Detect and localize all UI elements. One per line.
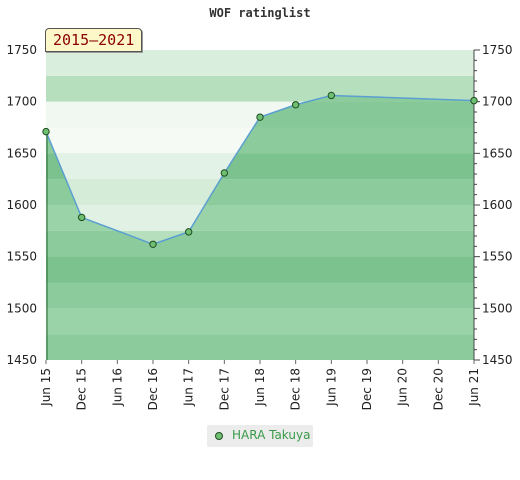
x-tick-label: Jun 20 xyxy=(396,368,410,407)
x-tick-label: Dec 20 xyxy=(431,368,445,410)
x-tick-label: Jun 16 xyxy=(110,368,124,407)
x-tick-label: Dec 15 xyxy=(75,368,89,410)
data-point xyxy=(256,113,264,121)
x-axis: Jun 15 Dec 15 Jun 16 Dec 16 Jun 17 Dec 17 Jun … xyxy=(39,360,481,410)
chart-title: WOF ratinglist xyxy=(209,6,310,20)
area-band xyxy=(46,308,474,335)
y-tick-label-right: 1500 xyxy=(482,301,513,315)
band xyxy=(46,50,474,76)
data-point xyxy=(184,228,193,236)
y-tick-label-right: 1450 xyxy=(482,353,513,367)
y-tick-label-left: 1600 xyxy=(6,198,37,212)
legend-label: HARA Takuya xyxy=(232,428,311,442)
x-tick-label: Jun 15 xyxy=(39,368,53,407)
x-tick-label: Dec 18 xyxy=(289,368,303,410)
y-tick-label-left: 1550 xyxy=(6,250,37,264)
data-point xyxy=(77,213,86,222)
area-band xyxy=(46,282,474,309)
y-tick-label-right: 1600 xyxy=(482,198,513,212)
x-tick-label: Dec 16 xyxy=(146,368,160,410)
data-point xyxy=(470,96,478,105)
x-tick-label: Dec 19 xyxy=(360,368,374,410)
data-point xyxy=(42,127,50,136)
y-axis-left: 1450 1500 1550 1600 1650 1700 1750 xyxy=(6,43,37,367)
y-axis-right: 1450 1500 1550 1600 1650 1700 1750 xyxy=(473,43,513,367)
legend-marker-icon xyxy=(215,432,223,440)
legend[interactable]: HARA Takuya xyxy=(207,425,313,447)
y-tick-label-left: 1700 xyxy=(6,95,37,109)
data-point xyxy=(149,240,157,248)
y-tick-label-left: 1500 xyxy=(6,301,37,315)
area-band xyxy=(46,256,474,283)
area-band xyxy=(46,334,474,360)
y-tick-label-left: 1450 xyxy=(6,353,37,367)
y-tick-label-right: 1650 xyxy=(482,146,513,160)
data-point xyxy=(291,101,300,109)
y-tick-label-left: 1650 xyxy=(6,146,37,160)
y-tick-label-right: 1750 xyxy=(482,43,513,57)
x-tick-label: Dec 17 xyxy=(217,368,231,410)
data-point xyxy=(327,91,336,100)
area-band xyxy=(46,230,474,257)
x-tick-label: Jun 17 xyxy=(182,368,196,407)
series-markers xyxy=(42,91,478,248)
data-point xyxy=(220,169,229,177)
y-tick-label-left: 1750 xyxy=(6,43,37,57)
x-tick-label: Jun 21 xyxy=(467,368,481,407)
y-tick-label-right: 1700 xyxy=(482,95,513,109)
y-tick-label-right: 1550 xyxy=(482,250,513,264)
x-tick-label: Jun 19 xyxy=(324,368,338,407)
date-range-badge: 2015–2021 xyxy=(45,28,143,52)
x-tick-label: Jun 18 xyxy=(253,368,267,407)
